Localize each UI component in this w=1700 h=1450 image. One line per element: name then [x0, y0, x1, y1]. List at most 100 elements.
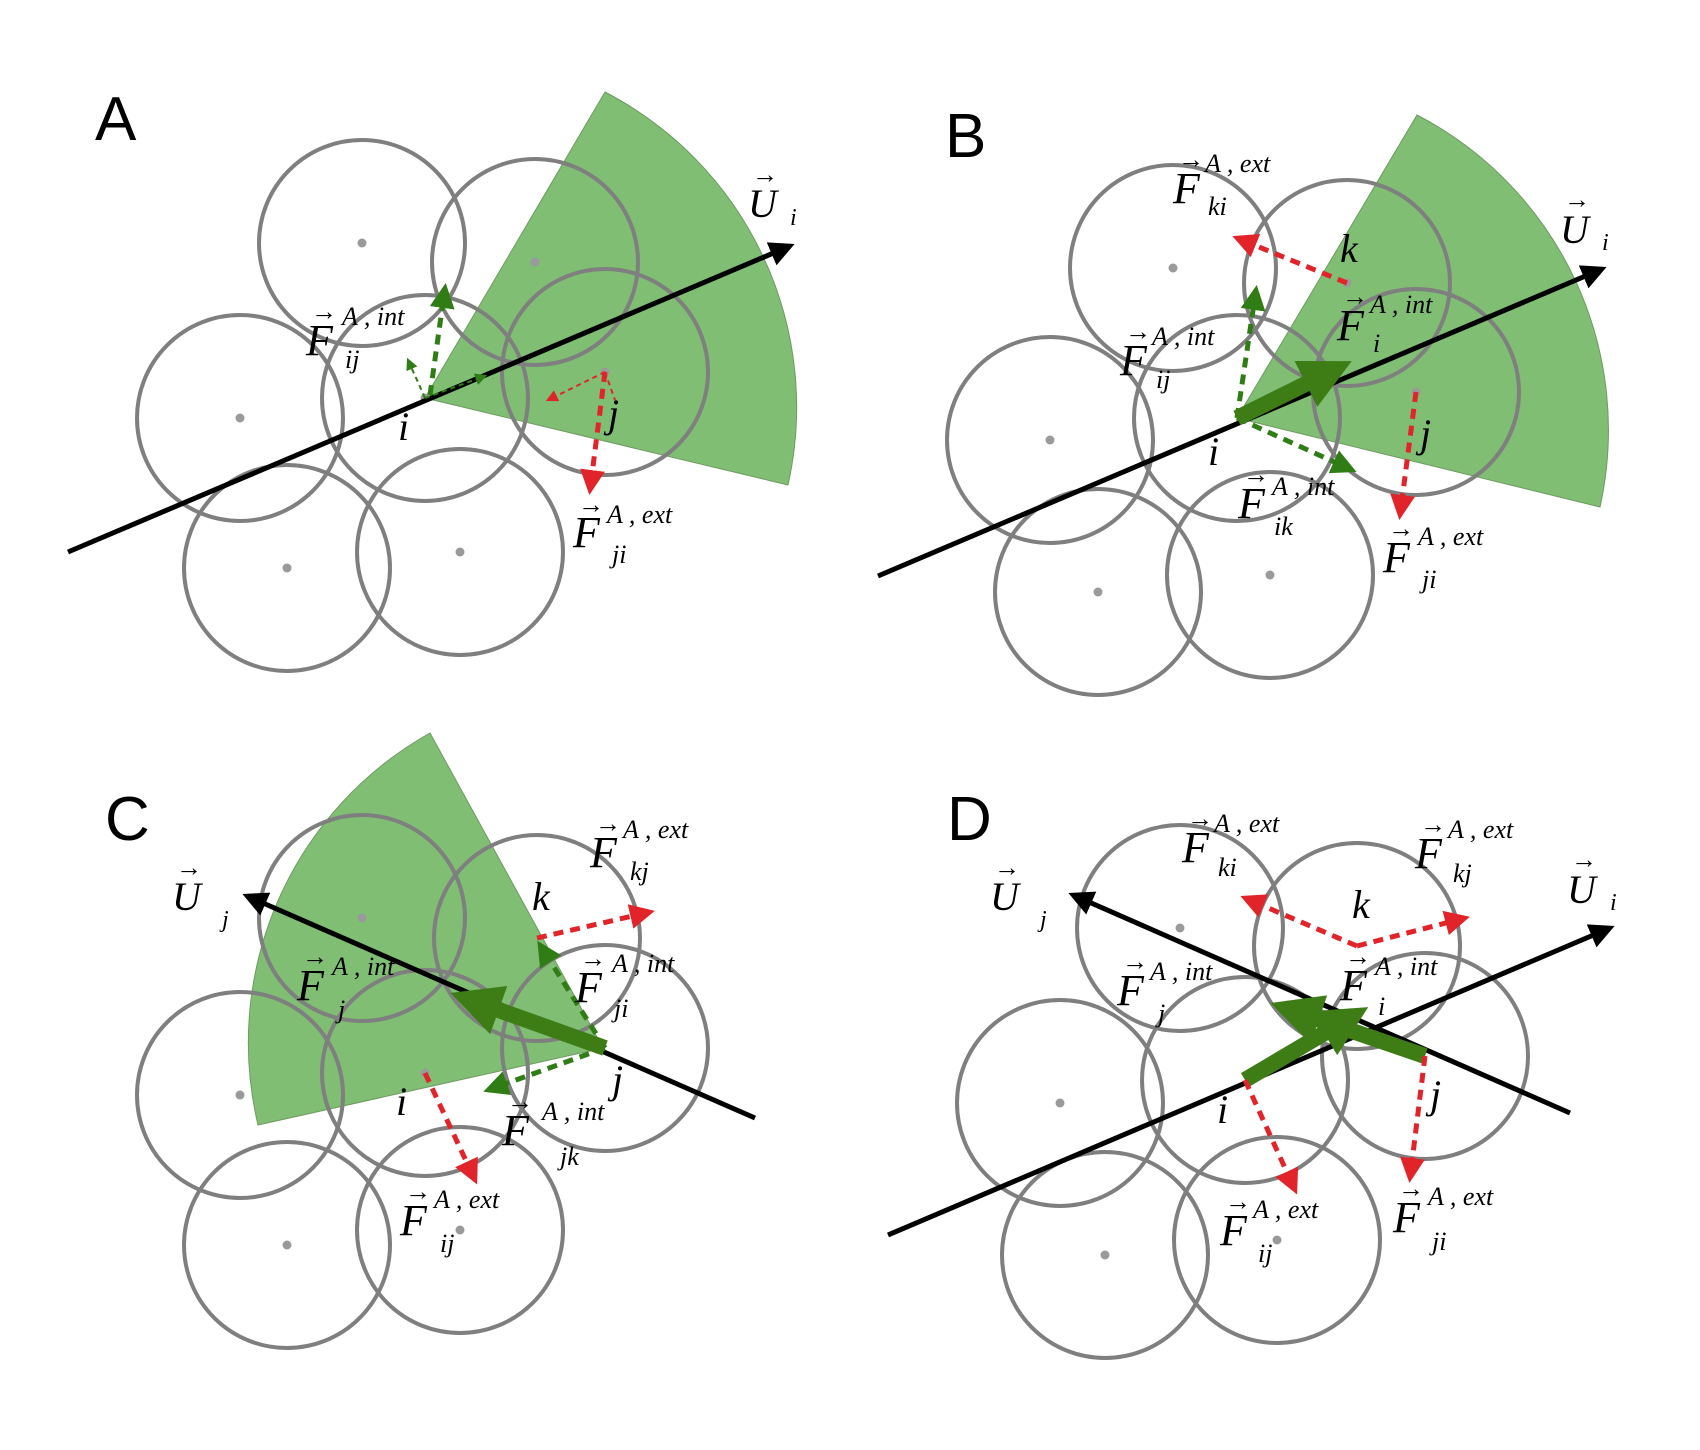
svg-text:→: →	[752, 160, 778, 189]
force-ij-ext-arrow	[422, 1071, 478, 1185]
svg-text:A , int: A , int	[1148, 957, 1213, 986]
cell-center	[455, 1225, 465, 1235]
cell-cluster	[955, 823, 1530, 1360]
svg-text:F: F	[1181, 823, 1210, 872]
svg-text:ji: ji	[609, 540, 626, 569]
svg-text:ij: ij	[1258, 1239, 1272, 1268]
svg-text:A , int: A , int	[540, 1097, 605, 1126]
svg-text:F: F	[1172, 164, 1201, 213]
force-component-line	[604, 371, 616, 401]
label-f-j-int: F → A , int j	[1116, 947, 1213, 1028]
svg-text:→: →	[1345, 942, 1371, 971]
label-f-jk-int: F → A , int jk	[501, 1087, 605, 1171]
svg-text:→: →	[580, 944, 606, 973]
label-u-j: U → j	[990, 853, 1047, 933]
force-ij-ext-arrow	[1242, 1078, 1299, 1195]
cell-center	[1175, 923, 1185, 933]
force-j-int-arrow	[1270, 995, 1428, 1064]
force-component-arrow	[424, 373, 488, 399]
force-ji-ext-arrow	[1400, 1055, 1428, 1183]
force-ji-ext-arrow	[580, 371, 608, 495]
svg-text:A , ext: A , ext	[1446, 815, 1514, 844]
svg-text:F: F	[501, 1106, 530, 1155]
svg-text:→: →	[1564, 185, 1590, 214]
cell-j	[500, 267, 710, 477]
cell	[955, 998, 1165, 1208]
svg-text:F: F	[1119, 336, 1148, 385]
label-f-kj-ext: F → A , ext kj	[589, 809, 689, 886]
svg-text:kj: kj	[630, 857, 649, 886]
svg-text:F: F	[399, 1196, 428, 1245]
svg-text:U: U	[1560, 207, 1592, 252]
cell-center	[1055, 1098, 1065, 1108]
svg-text:A , ext: A , ext	[432, 1185, 500, 1214]
label-u-i: U → i	[1567, 845, 1617, 916]
svg-text:A , int: A , int	[610, 949, 675, 978]
svg-text:ij: ij	[1156, 365, 1170, 394]
sensing-sector	[247, 732, 604, 1126]
svg-text:ji: ji	[1419, 565, 1436, 594]
label-j: j	[603, 391, 619, 436]
svg-text:→: →	[1187, 804, 1213, 833]
cell	[182, 463, 392, 673]
svg-text:j: j	[1037, 907, 1047, 933]
label-f-ki-ext: F → A , ext ki	[1181, 804, 1280, 882]
label-f-ik-int: F → A , int ik	[1237, 460, 1335, 541]
label-u-i: U → i	[1560, 185, 1609, 256]
svg-text:U: U	[990, 874, 1022, 919]
label-j: j	[607, 1057, 623, 1102]
panel-letter: C	[105, 785, 150, 854]
svg-text:→: →	[1225, 1187, 1251, 1216]
svg-text:ji: ji	[1429, 1227, 1446, 1256]
cell	[1000, 1150, 1210, 1360]
svg-text:F: F	[1392, 1193, 1421, 1242]
cell	[993, 487, 1203, 697]
svg-text:A , int: A , int	[1150, 322, 1215, 351]
cell	[355, 447, 565, 657]
cell	[182, 1140, 392, 1350]
cell-center	[1168, 263, 1178, 273]
label-f-i-int: F → A , int i	[1339, 942, 1438, 1021]
cell-center	[530, 257, 540, 267]
svg-text:ji: ji	[611, 994, 628, 1023]
cell	[945, 335, 1155, 545]
label-f-j-int: F → A , int j	[296, 942, 395, 1024]
panel-letter: D	[947, 785, 992, 854]
force-ik-int-arrow	[1235, 415, 1357, 474]
cell	[257, 138, 467, 348]
svg-text:→: →	[176, 853, 202, 882]
cell-center	[1100, 1250, 1110, 1260]
label-f-ji-ext: F → A , ext ji	[1382, 514, 1484, 594]
cell-center	[455, 547, 465, 557]
cell-center	[282, 1240, 292, 1250]
svg-text:F: F	[1116, 966, 1145, 1015]
force-ki-ext-arrow	[1240, 894, 1358, 949]
svg-text:i: i	[790, 205, 797, 231]
force-kj-ext-arrow	[536, 904, 655, 941]
svg-text:→: →	[311, 297, 337, 326]
label-f-ji-ext: F → A , ext ji	[572, 490, 673, 569]
heading-axis-u-j	[1068, 891, 1572, 1116]
cell-center	[1265, 570, 1275, 580]
label-i: i	[1217, 1087, 1228, 1132]
svg-text:A , int: A , int	[340, 302, 405, 331]
label-k: k	[1352, 882, 1371, 927]
cell-center	[235, 413, 245, 423]
label-f-i-int: F → A , int i	[1336, 282, 1433, 358]
svg-text:F: F	[574, 963, 603, 1012]
svg-text:ij: ij	[345, 345, 359, 374]
label-k: k	[532, 874, 551, 919]
svg-text:A , ext: A , ext	[1203, 149, 1271, 178]
force-ki-ext-arrow	[1232, 234, 1348, 286]
cell	[1068, 163, 1278, 373]
cell-center	[282, 563, 292, 573]
force-ij-int-arrow	[1234, 285, 1266, 419]
svg-text:jk: jk	[557, 1142, 579, 1171]
force-component-arrow	[406, 357, 426, 399]
cell-i	[320, 293, 530, 503]
force-component-arrow	[545, 371, 606, 402]
force-jk-int-arrow	[483, 1045, 606, 1096]
label-f-kj-ext: F → A , ext kj	[1414, 810, 1514, 888]
force-j-int-arrow	[450, 985, 608, 1056]
